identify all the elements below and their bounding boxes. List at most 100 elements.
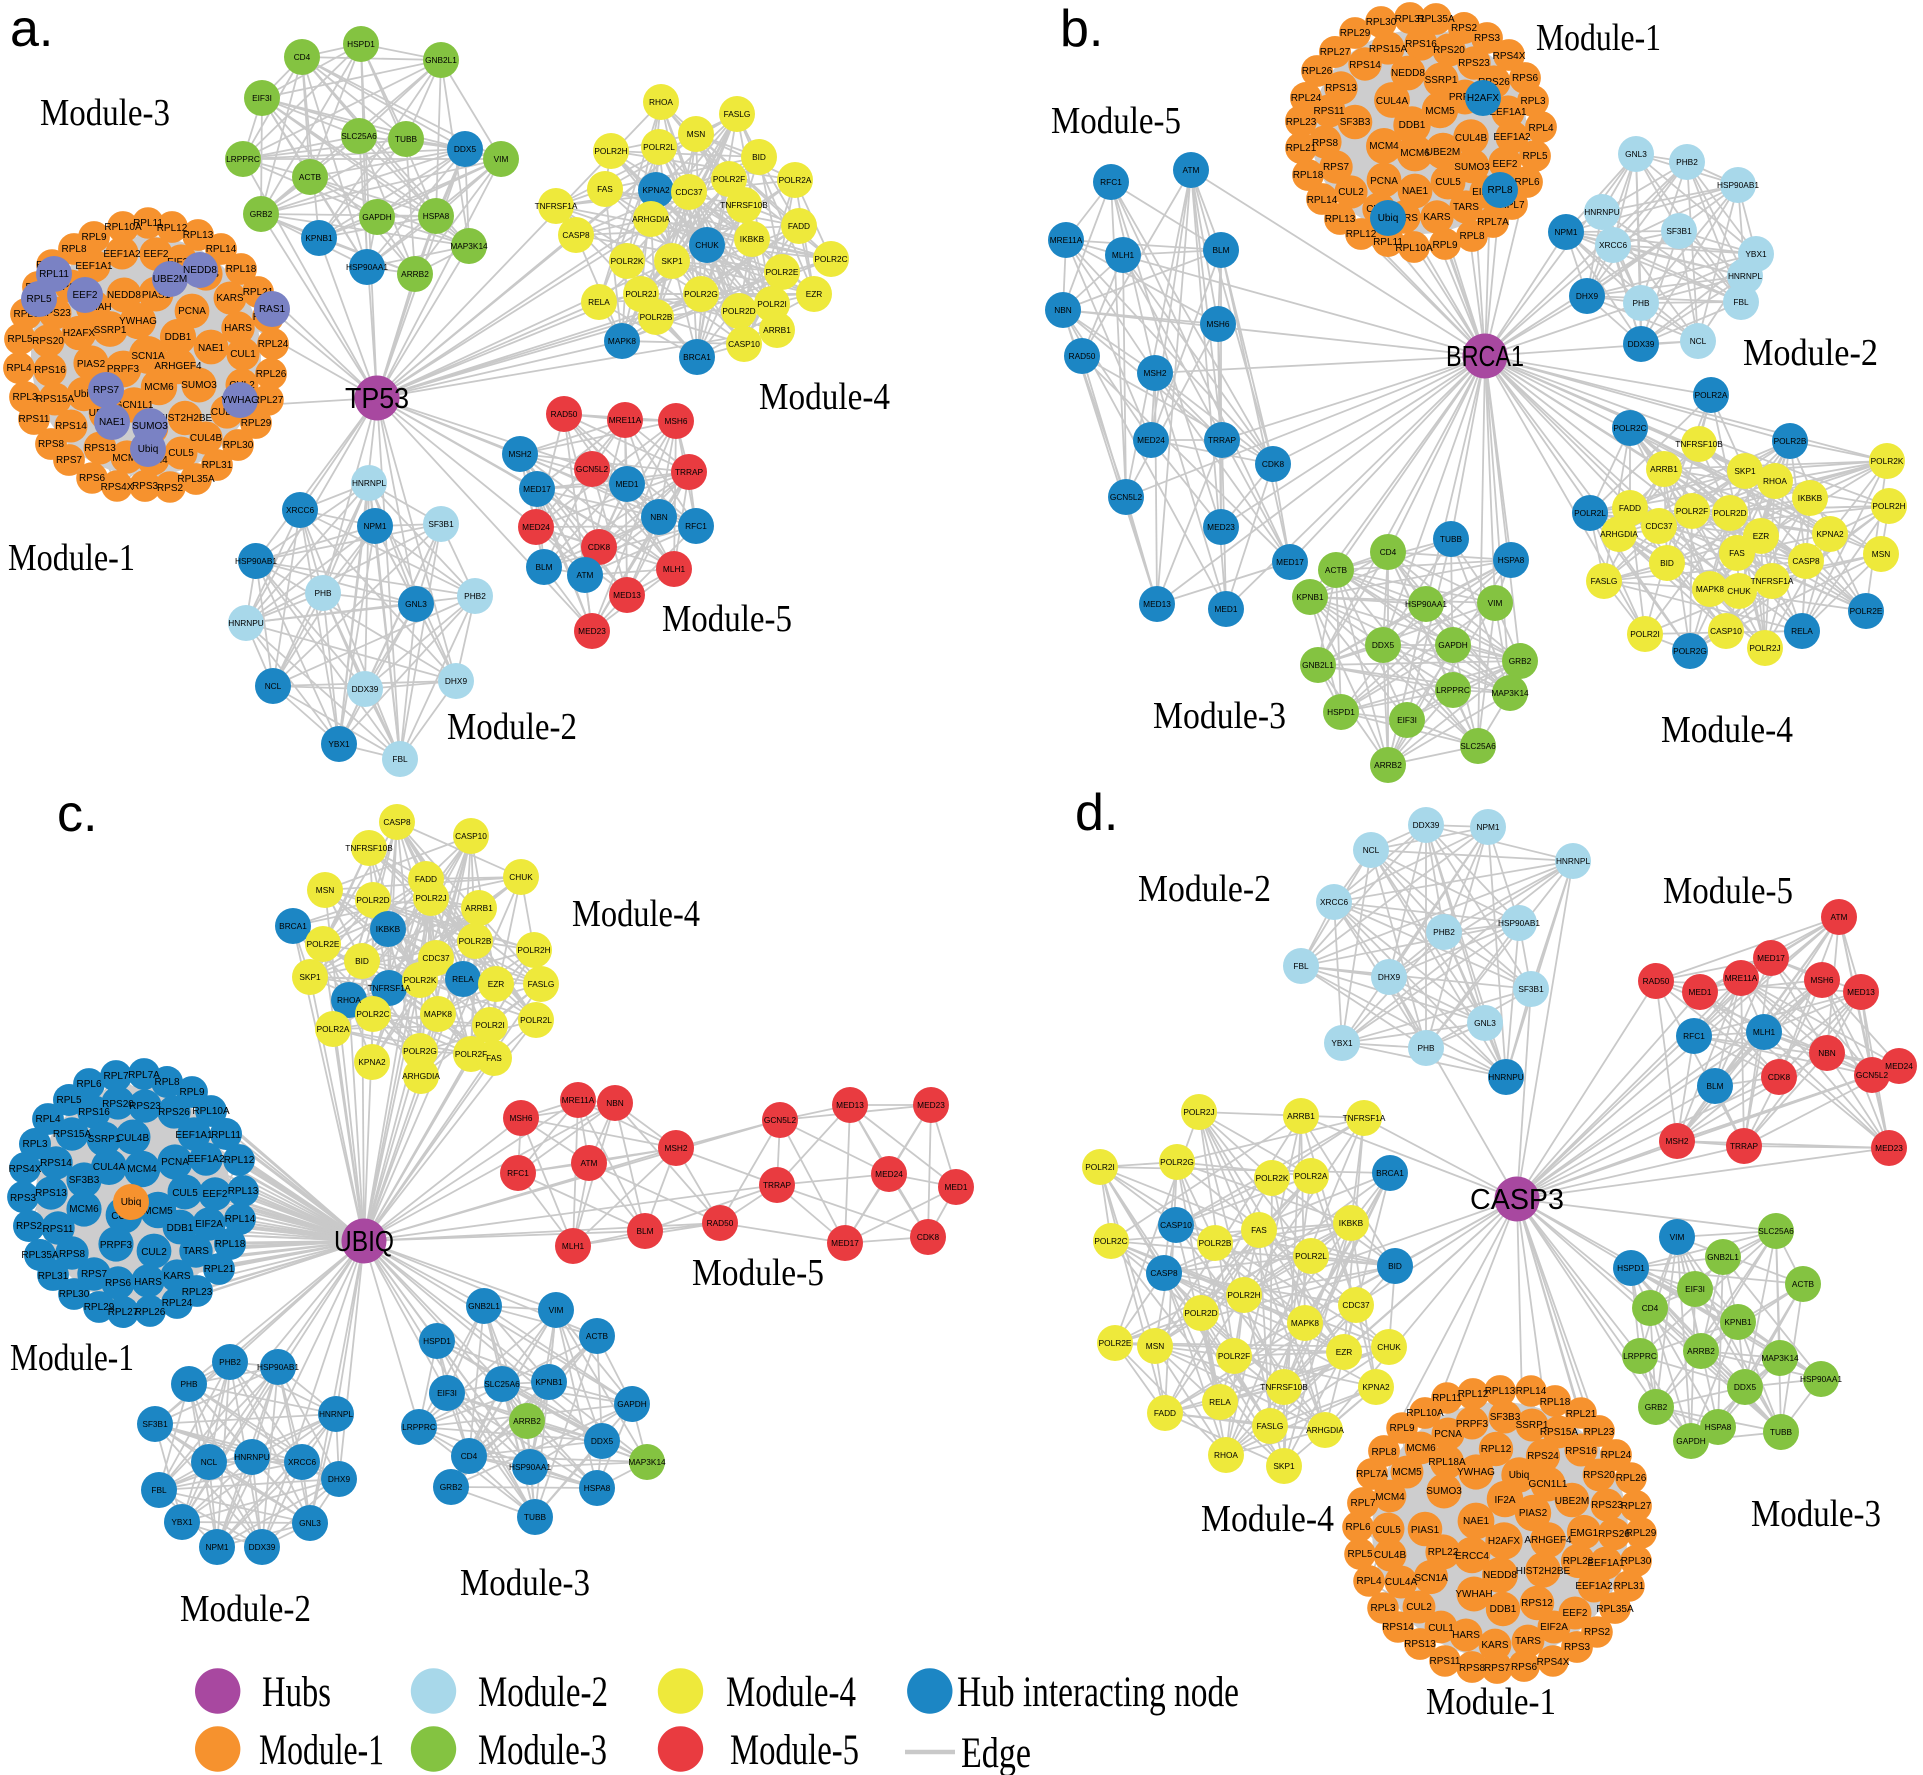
svg-text:HNRNPU: HNRNPU bbox=[1488, 1072, 1524, 1082]
svg-text:RPL14: RPL14 bbox=[1307, 195, 1338, 206]
svg-text:EEF2: EEF2 bbox=[202, 1189, 227, 1200]
svg-text:CUL5: CUL5 bbox=[1435, 177, 1461, 188]
svg-text:RPS11: RPS11 bbox=[1430, 1656, 1461, 1667]
svg-text:RPL12: RPL12 bbox=[224, 1155, 255, 1166]
svg-text:KPNA2: KPNA2 bbox=[642, 185, 670, 195]
svg-text:ACTB: ACTB bbox=[1325, 565, 1348, 575]
svg-text:RPS3: RPS3 bbox=[10, 1193, 37, 1204]
svg-text:RPS4X: RPS4X bbox=[9, 1164, 42, 1175]
svg-text:NEDD8: NEDD8 bbox=[183, 265, 217, 276]
svg-text:CUL2: CUL2 bbox=[1406, 1602, 1432, 1613]
svg-text:BLM: BLM bbox=[535, 562, 552, 572]
svg-text:PCNA: PCNA bbox=[1434, 1429, 1462, 1440]
svg-text:SLC25A6: SLC25A6 bbox=[341, 131, 377, 141]
svg-text:MCM5: MCM5 bbox=[112, 453, 142, 464]
svg-text:EEF2: EEF2 bbox=[72, 290, 97, 301]
svg-text:FBL: FBL bbox=[1293, 961, 1309, 971]
svg-text:NPM1: NPM1 bbox=[1554, 227, 1577, 237]
svg-text:ATM: ATM bbox=[1831, 912, 1848, 922]
svg-text:RPS2: RPS2 bbox=[1451, 23, 1478, 34]
svg-text:HARS: HARS bbox=[1452, 1630, 1480, 1641]
svg-text:MSH6: MSH6 bbox=[1810, 975, 1833, 985]
svg-text:POLR2H: POLR2H bbox=[1872, 501, 1905, 511]
svg-text:ERCC4: ERCC4 bbox=[1455, 1551, 1489, 1562]
svg-text:MSN: MSN bbox=[687, 129, 705, 139]
svg-text:HSP90AB1: HSP90AB1 bbox=[1717, 180, 1759, 190]
svg-text:DHX9: DHX9 bbox=[1378, 972, 1401, 982]
svg-text:SCN1A: SCN1A bbox=[1414, 1573, 1448, 1584]
svg-text:XRCC6: XRCC6 bbox=[1599, 240, 1628, 250]
svg-text:POLR2B: POLR2B bbox=[459, 936, 492, 946]
svg-text:PIAS2: PIAS2 bbox=[77, 359, 106, 370]
svg-text:CUL1: CUL1 bbox=[1428, 1623, 1454, 1634]
svg-text:PHB: PHB bbox=[180, 1379, 198, 1389]
svg-text:BLM: BLM bbox=[636, 1226, 653, 1236]
svg-text:c.: c. bbox=[57, 785, 97, 843]
svg-text:POLR2C: POLR2C bbox=[814, 254, 847, 264]
svg-text:POLR2A: POLR2A bbox=[317, 1024, 350, 1034]
svg-text:RPL21: RPL21 bbox=[243, 287, 274, 298]
svg-text:RPL3: RPL3 bbox=[12, 392, 37, 403]
svg-text:SKP1: SKP1 bbox=[1273, 1461, 1295, 1471]
svg-text:RAD50: RAD50 bbox=[707, 1218, 734, 1228]
svg-text:YBX1: YBX1 bbox=[1331, 1038, 1353, 1048]
svg-text:NPM1: NPM1 bbox=[1476, 822, 1499, 832]
svg-text:POLR2K: POLR2K bbox=[611, 256, 644, 266]
svg-text:MSN: MSN bbox=[1146, 1341, 1164, 1351]
svg-text:MSH2: MSH2 bbox=[1143, 368, 1166, 378]
svg-text:ATM: ATM bbox=[577, 570, 594, 580]
svg-text:BID: BID bbox=[355, 956, 369, 966]
svg-text:MCM5: MCM5 bbox=[143, 1206, 173, 1217]
svg-text:BLM: BLM bbox=[1212, 245, 1229, 255]
svg-text:CUL5: CUL5 bbox=[168, 448, 194, 459]
svg-text:POLR2J: POLR2J bbox=[625, 289, 656, 299]
svg-text:TNFRSF1A: TNFRSF1A bbox=[1751, 576, 1794, 586]
svg-text:RPS8: RPS8 bbox=[1312, 138, 1339, 149]
svg-text:RPS15A: RPS15A bbox=[1369, 44, 1408, 55]
svg-text:POLR2I: POLR2I bbox=[757, 299, 787, 309]
svg-text:Module-5: Module-5 bbox=[730, 1727, 859, 1774]
svg-text:Module-3: Module-3 bbox=[460, 1562, 590, 1604]
svg-text:FAS: FAS bbox=[597, 184, 613, 194]
svg-text:BRCA1: BRCA1 bbox=[1446, 341, 1524, 373]
svg-text:CDK8: CDK8 bbox=[917, 1232, 940, 1242]
svg-text:RPL26: RPL26 bbox=[1302, 66, 1333, 77]
svg-text:RPS14: RPS14 bbox=[1382, 1622, 1414, 1633]
svg-text:MRE11A: MRE11A bbox=[1050, 235, 1083, 245]
svg-text:POLR2C: POLR2C bbox=[1094, 1236, 1127, 1246]
svg-text:DDX39: DDX39 bbox=[1628, 339, 1655, 349]
svg-text:RPL5: RPL5 bbox=[56, 1095, 81, 1106]
svg-text:POLR2E: POLR2E bbox=[766, 267, 799, 277]
svg-text:RPS11: RPS11 bbox=[19, 414, 50, 425]
svg-text:POLR2A: POLR2A bbox=[1695, 390, 1728, 400]
svg-text:POLR2F: POLR2F bbox=[1218, 1351, 1250, 1361]
svg-text:SLC25A6: SLC25A6 bbox=[1460, 741, 1496, 751]
svg-text:HSPD1: HSPD1 bbox=[1617, 1263, 1645, 1273]
svg-text:RPL27: RPL27 bbox=[1320, 47, 1351, 58]
svg-text:GAPDH: GAPDH bbox=[362, 212, 392, 222]
svg-text:EIF3I: EIF3I bbox=[1685, 1284, 1705, 1294]
svg-text:GNB2L1: GNB2L1 bbox=[425, 55, 457, 65]
svg-text:EEF1A2: EEF1A2 bbox=[187, 1154, 225, 1165]
svg-text:BID: BID bbox=[1388, 1261, 1402, 1271]
svg-text:CASP10: CASP10 bbox=[1160, 1220, 1192, 1230]
svg-text:RPS4X: RPS4X bbox=[1537, 1657, 1570, 1668]
svg-text:DHX9: DHX9 bbox=[1576, 291, 1599, 301]
svg-text:GNL3: GNL3 bbox=[1625, 149, 1647, 159]
svg-text:TNFRSF1A: TNFRSF1A bbox=[535, 201, 578, 211]
svg-text:RPL7: RPL7 bbox=[103, 1071, 128, 1082]
svg-text:BID: BID bbox=[1660, 558, 1674, 568]
svg-text:SUMO3: SUMO3 bbox=[132, 421, 168, 432]
svg-text:RPL35A: RPL35A bbox=[1417, 14, 1455, 25]
svg-text:RPL7: RPL7 bbox=[1499, 200, 1524, 211]
svg-text:YBX1: YBX1 bbox=[1745, 249, 1767, 259]
svg-text:MAP3K14: MAP3K14 bbox=[628, 1457, 666, 1467]
svg-text:POLR2H: POLR2H bbox=[594, 146, 627, 156]
svg-text:CDC37: CDC37 bbox=[1645, 521, 1673, 531]
svg-text:MCM6: MCM6 bbox=[144, 382, 174, 393]
svg-text:GRB2: GRB2 bbox=[1645, 1402, 1668, 1412]
svg-text:a.: a. bbox=[10, 0, 53, 58]
svg-text:GCN1L1: GCN1L1 bbox=[1529, 1479, 1568, 1490]
svg-text:SF3B3: SF3B3 bbox=[1340, 117, 1371, 128]
svg-text:NAE1: NAE1 bbox=[1463, 1516, 1490, 1527]
